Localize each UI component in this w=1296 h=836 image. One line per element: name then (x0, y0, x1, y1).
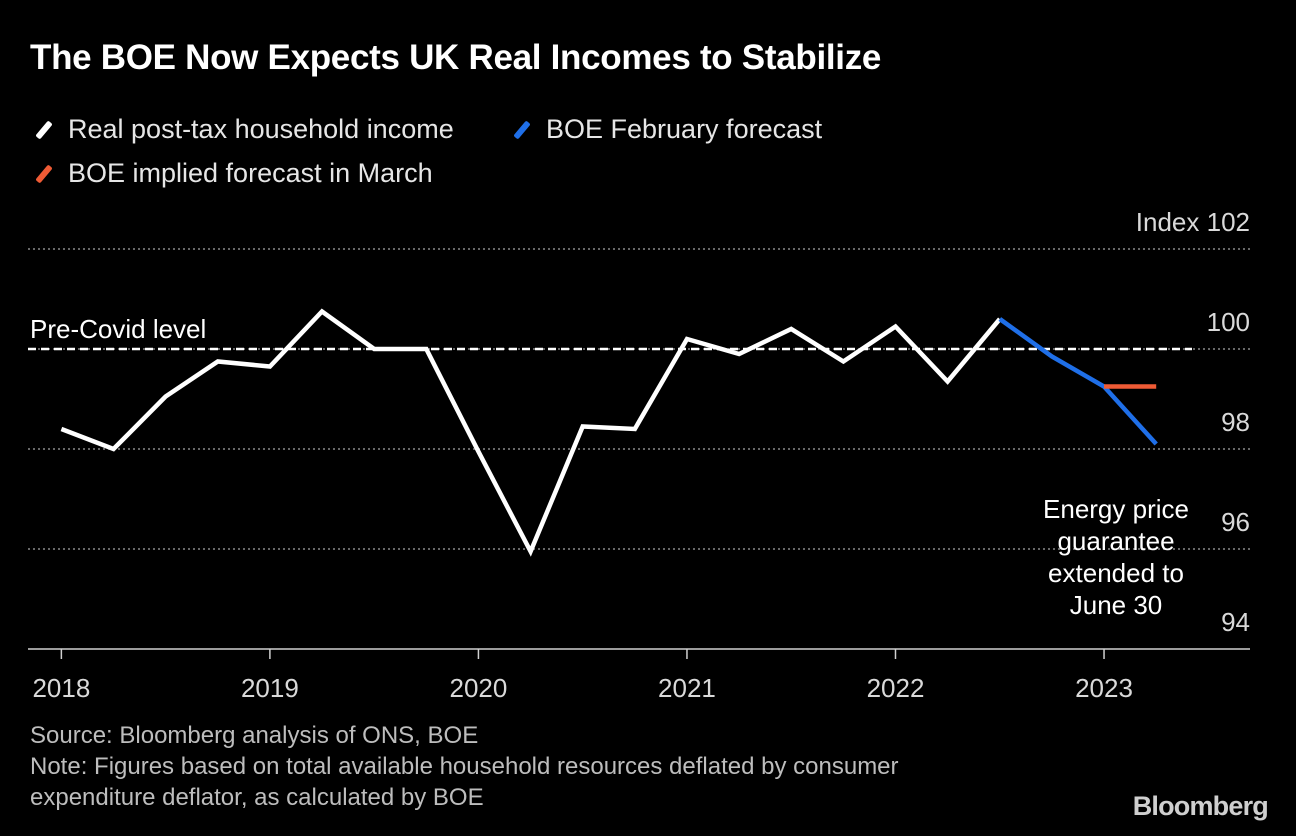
legend-label-income: Real post-tax household income (68, 114, 454, 144)
y-tick-label-96: 96 (1221, 507, 1250, 537)
y-tick-label-100: 100 (1207, 307, 1250, 337)
note-line-2: expenditure deflator, as calculated by B… (30, 784, 484, 811)
legend-item-march: BOE implied forecast in March (34, 158, 433, 189)
bloomberg-logo: Bloomberg (1132, 791, 1269, 821)
x-tick-label-2018: 2018 (32, 673, 90, 703)
x-tick-label-2022: 2022 (867, 673, 925, 703)
x-tick-label-2021: 2021 (658, 673, 716, 703)
x-tick-label-2023: 2023 (1075, 673, 1133, 703)
annotation-line-2: guarantee (1057, 526, 1174, 556)
legend-label-february: BOE February forecast (546, 114, 823, 144)
source-note: Source: Bloomberg analysis of ONS, BOE (30, 722, 479, 749)
note-line-1: Note: Figures based on total available h… (30, 753, 899, 780)
annotation-line-4: June 30 (1070, 590, 1163, 620)
legend-item-february: BOE February forecast (512, 114, 822, 145)
annotation-line-1: Energy price (1043, 494, 1189, 524)
x-tick-label-2020: 2020 (450, 673, 508, 703)
energy-price-annotation: Energy price guarantee extended to June 30 (1043, 494, 1189, 620)
income-line (60, 308, 1002, 557)
chart-title: The BOE Now Expects UK Real Incomes to S… (30, 38, 882, 77)
legend-item-income: Real post-tax household income (34, 114, 454, 145)
annotation-line-3: extended to (1048, 558, 1184, 588)
legend-label-march: BOE implied forecast in March (68, 158, 433, 188)
pre-covid-label: Pre-Covid level (30, 314, 206, 344)
y-tick-label-94: 94 (1221, 607, 1250, 637)
february-forecast-line (998, 317, 1158, 446)
y-tick-label-98: 98 (1221, 407, 1250, 437)
x-tick-label-2019: 2019 (241, 673, 299, 703)
y-tick-label-102: Index 102 (1136, 207, 1250, 237)
